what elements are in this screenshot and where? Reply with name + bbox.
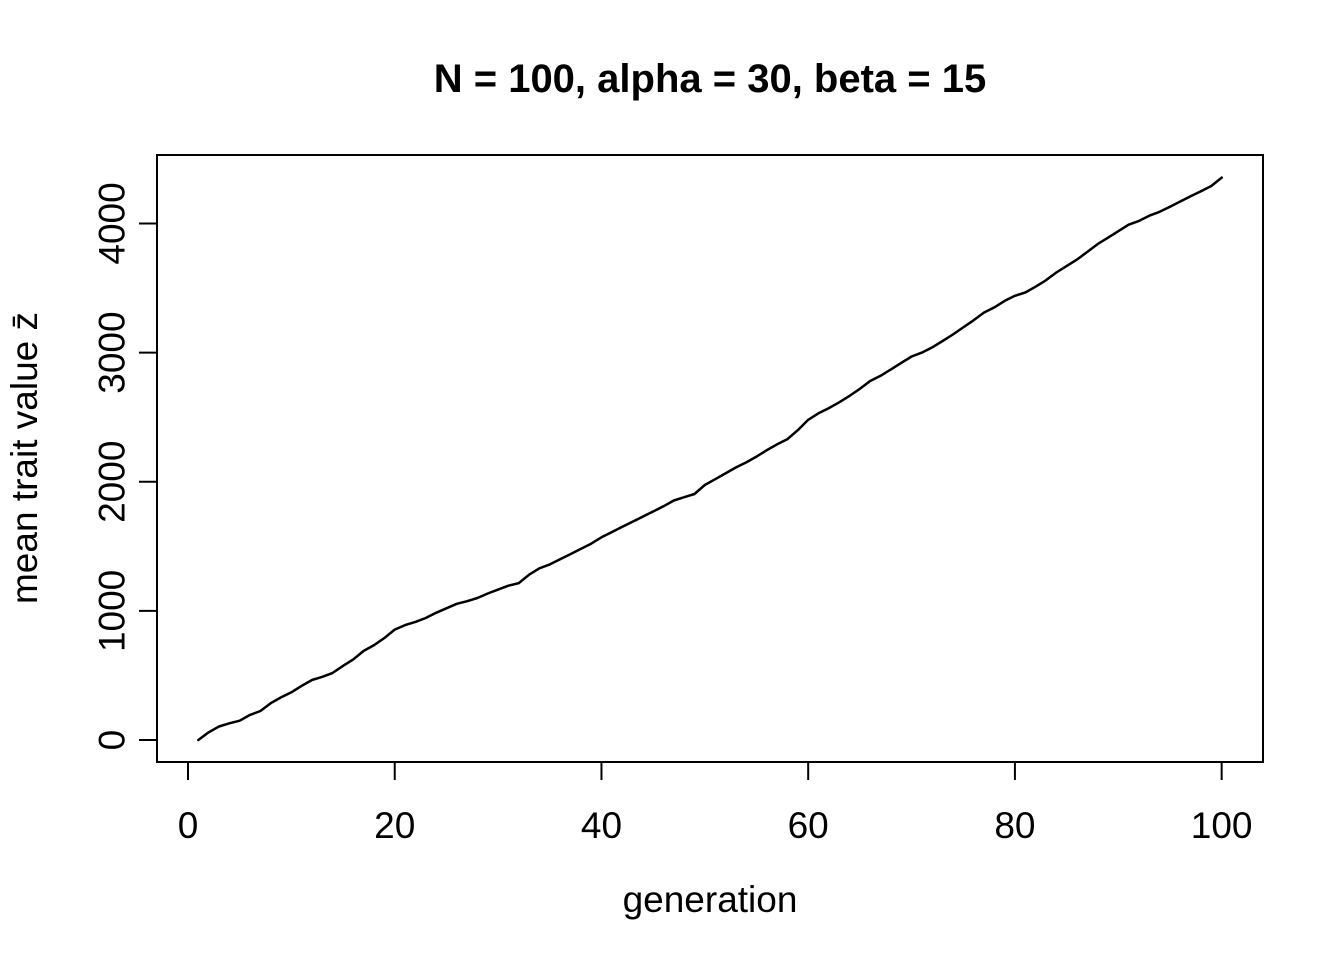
x-axis-label: generation <box>623 879 798 920</box>
y-tick-label: 1000 <box>92 570 133 652</box>
y-tick-label: 2000 <box>92 441 133 523</box>
plot-box <box>156 154 1264 763</box>
x-tick-label: 20 <box>374 805 415 846</box>
series-line-group <box>197 176 1223 742</box>
y-tick-label: 3000 <box>92 311 133 393</box>
y-axis-label: mean trait value z̄ <box>4 312 45 604</box>
y-tick-label: 0 <box>92 730 133 751</box>
y-tick-label: 4000 <box>92 182 133 264</box>
series-line <box>197 176 1223 742</box>
x-tick-label: 0 <box>178 805 199 846</box>
x-axis-ticks: 0 20 40 60 80 100 <box>178 762 1253 846</box>
x-tick-label: 60 <box>788 805 829 846</box>
y-axis-ticks: 0 1000 2000 3000 4000 <box>92 182 157 751</box>
x-tick-label: 80 <box>994 805 1035 846</box>
chart-title: N = 100, alpha = 30, beta = 15 <box>434 57 987 101</box>
x-tick-label: 40 <box>581 805 622 846</box>
x-tick-label: 100 <box>1191 805 1253 846</box>
